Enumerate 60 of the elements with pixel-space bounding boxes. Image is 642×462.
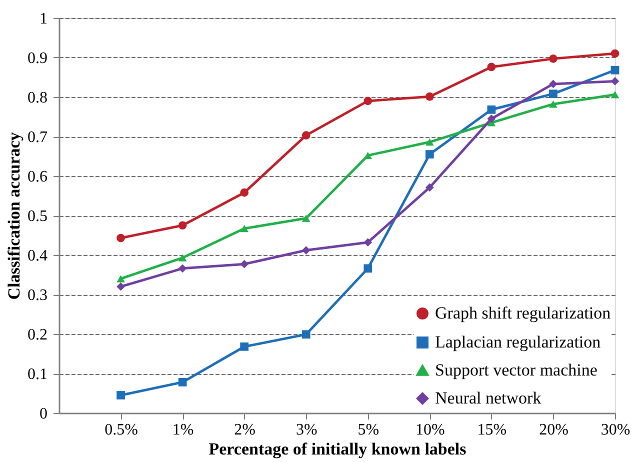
legend-label: Neural network: [435, 388, 542, 408]
point: [549, 90, 558, 98]
point: [302, 330, 310, 339]
point: [178, 378, 187, 386]
point: [240, 224, 249, 232]
point: [178, 254, 187, 262]
point: [240, 260, 249, 268]
point: [302, 214, 310, 222]
y-tick-label: 1: [40, 10, 48, 28]
point: [116, 391, 125, 400]
x-tick-label: 1%: [172, 422, 194, 438]
legend-label: Support vector machine: [435, 360, 598, 380]
point: [116, 275, 125, 282]
x-tick-label: 10%: [416, 422, 445, 438]
legend-label: Laplacian regularization: [435, 332, 602, 352]
y-tick-label: 0.2: [28, 326, 48, 344]
x-tick-label: 2%: [234, 422, 256, 438]
point: [610, 66, 620, 74]
x-tick-label: 15%: [477, 422, 507, 438]
x-tick-label: 3%: [296, 422, 318, 438]
x-axis-title: Percentage of initially known labels: [208, 440, 467, 458]
point: [240, 188, 249, 197]
point: [610, 91, 620, 98]
point: [549, 100, 558, 108]
x-tick-label: 5%: [358, 422, 380, 438]
y-tick-label: 0.8: [28, 90, 48, 106]
y-tick-label: 0.3: [28, 287, 48, 304]
y-tick-label: 0.7: [28, 129, 48, 146]
y-axis-title: Classification accuracy: [4, 132, 24, 300]
y-tick-label: 0.9: [28, 50, 48, 67]
point: [364, 96, 372, 106]
point: [302, 131, 310, 140]
point: [425, 150, 434, 158]
point: [425, 92, 434, 101]
point: [610, 77, 620, 86]
point: [364, 238, 372, 247]
point: [487, 105, 496, 114]
point: [364, 264, 372, 273]
point: [487, 114, 496, 123]
point: [610, 49, 620, 58]
legend-label: Graph shift regularization: [435, 304, 612, 322]
point: [178, 264, 187, 273]
y-tick-label: 0.5: [28, 208, 48, 225]
y-tick-label: 0.4: [28, 248, 48, 264]
point: [302, 246, 310, 254]
point: [425, 183, 434, 192]
point: [240, 342, 249, 351]
point: [487, 62, 496, 72]
x-tick-label: 30%: [600, 422, 630, 438]
y-tick-label: 0.6: [28, 168, 48, 186]
x-tick-label: 20%: [539, 422, 568, 438]
point: [116, 282, 125, 291]
x-tick-label: 0.5%: [104, 422, 138, 438]
point: [549, 54, 558, 63]
point: [425, 138, 434, 146]
point: [178, 221, 187, 230]
y-tick-label: 0.1: [28, 366, 48, 383]
point: [116, 234, 125, 242]
point: [549, 80, 558, 88]
y-tick-label: 0: [40, 406, 48, 422]
